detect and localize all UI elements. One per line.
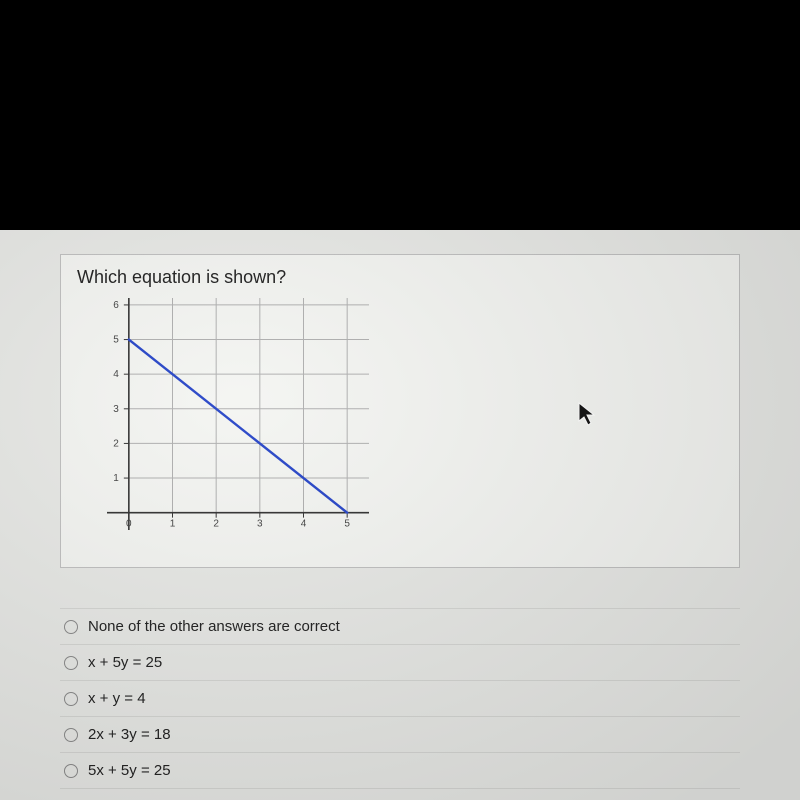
option-row[interactable]: 2x + 3y = 18: [60, 716, 740, 752]
svg-text:5: 5: [344, 519, 350, 530]
option-row[interactable]: None of the other answers are correct: [60, 608, 740, 644]
option-row[interactable]: x + y = 4: [60, 680, 740, 716]
svg-text:2: 2: [113, 438, 119, 449]
option-label: 2x + 3y = 18: [88, 726, 171, 743]
svg-text:4: 4: [113, 369, 119, 380]
radio-icon[interactable]: [64, 692, 78, 706]
option-label: x + 5y = 25: [88, 654, 162, 671]
answer-options: None of the other answers are correct x …: [60, 608, 740, 789]
svg-text:3: 3: [113, 404, 119, 415]
svg-text:1: 1: [113, 473, 119, 484]
option-label: None of the other answers are correct: [88, 618, 340, 635]
svg-text:2: 2: [213, 519, 219, 530]
radio-icon[interactable]: [64, 620, 78, 634]
svg-text:5: 5: [113, 335, 119, 346]
question-card: Which equation is shown? 0 1 2 3 4 5 1 2 3 4 5 6: [60, 254, 740, 568]
svg-text:3: 3: [257, 519, 263, 530]
option-label: x + y = 4: [88, 690, 146, 707]
question-title: Which equation is shown?: [77, 267, 739, 288]
radio-icon[interactable]: [64, 764, 78, 778]
radio-icon[interactable]: [64, 656, 78, 670]
svg-text:4: 4: [301, 519, 307, 530]
option-label: 5x + 5y = 25: [88, 762, 171, 779]
top-black-bar: [0, 0, 800, 230]
screenshot-surface: Which equation is shown? 0 1 2 3 4 5 1 2 3 4 5 6 No…: [0, 230, 800, 800]
graph-chart: 0 1 2 3 4 5 1 2 3 4 5 6: [77, 292, 377, 557]
svg-text:0: 0: [126, 519, 132, 530]
option-row[interactable]: 5x + 5y = 25: [60, 752, 740, 789]
svg-text:1: 1: [170, 519, 176, 530]
svg-text:6: 6: [113, 300, 119, 311]
option-row[interactable]: x + 5y = 25: [60, 644, 740, 680]
radio-icon[interactable]: [64, 728, 78, 742]
